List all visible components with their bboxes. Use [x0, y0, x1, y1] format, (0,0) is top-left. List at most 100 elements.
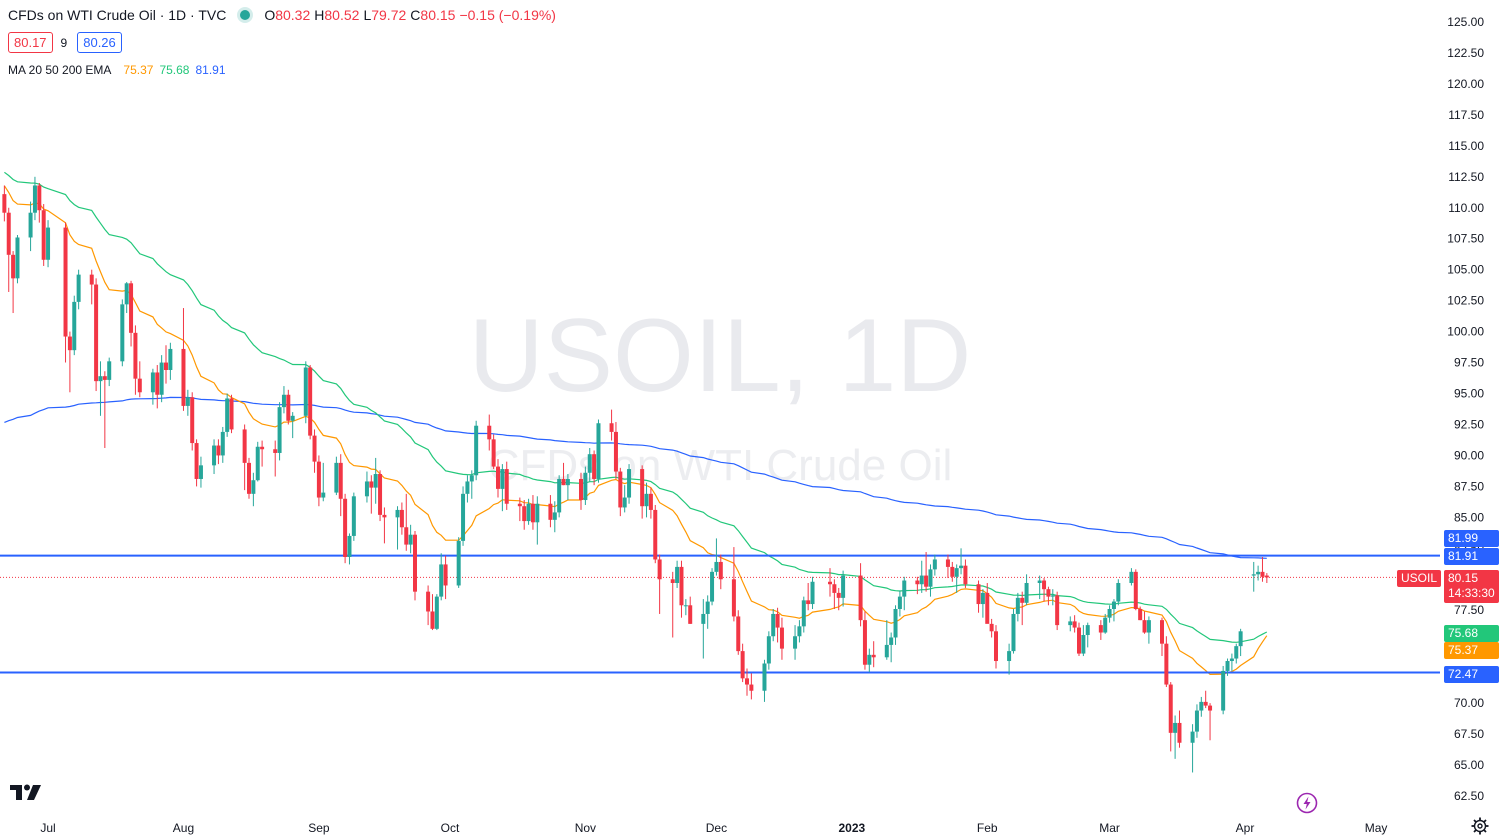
symbol-title[interactable]: CFDs on WTI Crude Oil · 1D · TVC — [8, 7, 227, 23]
candle-body — [579, 478, 583, 501]
candle-body — [832, 584, 837, 593]
candle-body — [718, 561, 723, 580]
candle-body — [1046, 589, 1051, 597]
gear-icon[interactable] — [1471, 817, 1489, 835]
candle-body — [836, 592, 841, 598]
candle-body — [500, 469, 505, 489]
ohlc-label-c: C — [410, 7, 421, 23]
candle-body — [919, 575, 924, 585]
candle-body — [456, 540, 461, 586]
candle-body — [273, 449, 278, 453]
price-tick-label: 112.50 — [1448, 170, 1484, 184]
time-tick-label: Sep — [308, 821, 330, 835]
lightning-icon[interactable] — [1296, 792, 1318, 814]
time-tick-label: 2023 — [838, 821, 865, 835]
candle-body — [797, 626, 802, 637]
candle-body — [308, 367, 313, 436]
ohlc-values: O80.32 H80.52 L79.72 C80.15 — [264, 7, 459, 23]
price-tick-label: 125.00 — [1447, 15, 1484, 29]
candle-body — [364, 481, 369, 497]
candle-body — [260, 446, 265, 450]
ask-box[interactable]: 80.26 — [77, 32, 122, 53]
candle-body — [102, 376, 107, 380]
price-tick-label: 105.00 — [1447, 263, 1484, 277]
candle-body — [1203, 701, 1208, 706]
candle-body — [915, 580, 920, 585]
ma-label[interactable]: MA 20 50 200 EMA — [8, 63, 112, 77]
candle-body — [771, 613, 776, 637]
price-tick-label: 90.00 — [1454, 448, 1484, 462]
candle-body — [107, 361, 112, 380]
candle-body — [430, 611, 435, 629]
hline-upper-label: 81.91 — [1444, 548, 1499, 565]
candle-body — [1190, 731, 1195, 743]
bid-ask-row: 80.17 9 80.26 — [8, 32, 122, 53]
ohlc-value-c: 80.15 — [420, 7, 456, 23]
candle-body — [504, 469, 509, 504]
watermark-symbol: USOIL, 1D — [469, 298, 972, 414]
candle-body — [334, 462, 339, 493]
candle-body — [1264, 575, 1269, 578]
market-open-icon — [240, 10, 251, 20]
candle-body — [1133, 571, 1138, 610]
candle-body — [395, 509, 400, 518]
candle-body — [1116, 582, 1121, 602]
candle-body — [316, 461, 321, 498]
candle-body — [810, 581, 815, 605]
price-tick-label: 97.50 — [1454, 356, 1484, 370]
candle-body — [858, 575, 863, 621]
candle-body — [32, 185, 37, 213]
candle-body — [1256, 571, 1261, 575]
candle-body — [801, 600, 806, 627]
candle-body — [469, 475, 474, 482]
symbol-price-tag: USOIL — [1397, 570, 1441, 587]
ohlc-value-o: 80.32 — [275, 7, 311, 23]
candle-body — [2, 194, 7, 213]
candle-body — [985, 592, 990, 624]
candle-body — [889, 637, 894, 645]
tradingview-logo-icon[interactable] — [10, 783, 42, 801]
candle-body — [247, 462, 251, 494]
candle-body — [731, 579, 736, 617]
candle-body — [63, 227, 68, 337]
candle-body — [522, 506, 527, 522]
candle-body — [1238, 631, 1243, 647]
candle-body — [959, 565, 964, 569]
price-tick-label: 107.50 — [1447, 232, 1484, 246]
candle-body — [41, 210, 46, 260]
candle-body — [745, 678, 749, 685]
candle-body — [1042, 580, 1047, 590]
candle-body — [897, 596, 902, 610]
candle-body — [198, 465, 203, 479]
price-tick-label: 95.00 — [1454, 387, 1484, 401]
candle-body — [15, 237, 20, 279]
candle-body — [89, 274, 94, 285]
candle-body — [1081, 635, 1086, 654]
hline-lower-label: 72.47 — [1444, 666, 1499, 683]
candle-body — [688, 605, 693, 624]
candle-body — [1129, 571, 1134, 583]
candle-body — [714, 561, 719, 572]
last-price-value: 80.15 — [1448, 571, 1479, 585]
candle-body — [1221, 670, 1226, 711]
price-tick-label: 120.00 — [1447, 77, 1484, 91]
candle-body — [46, 227, 51, 260]
time-tick-label: Dec — [706, 821, 727, 835]
candle-body — [11, 254, 16, 279]
candle-body — [404, 527, 409, 545]
price-tick-label: 102.50 — [1447, 294, 1484, 308]
candle-body — [72, 301, 77, 351]
candle-body — [1020, 597, 1025, 603]
ohlc-value-h: 80.52 — [324, 7, 360, 23]
candle-body — [653, 509, 658, 560]
candle-body — [347, 535, 352, 557]
price-tick-label: 122.50 — [1447, 46, 1484, 60]
bid-box[interactable]: 80.17 — [8, 32, 53, 53]
candle-body — [530, 503, 535, 523]
ohlc-label-o: O — [264, 7, 276, 23]
candle-body — [94, 284, 99, 382]
candle-body — [496, 466, 500, 489]
candle-body — [924, 575, 929, 587]
candle-body — [1173, 722, 1178, 733]
